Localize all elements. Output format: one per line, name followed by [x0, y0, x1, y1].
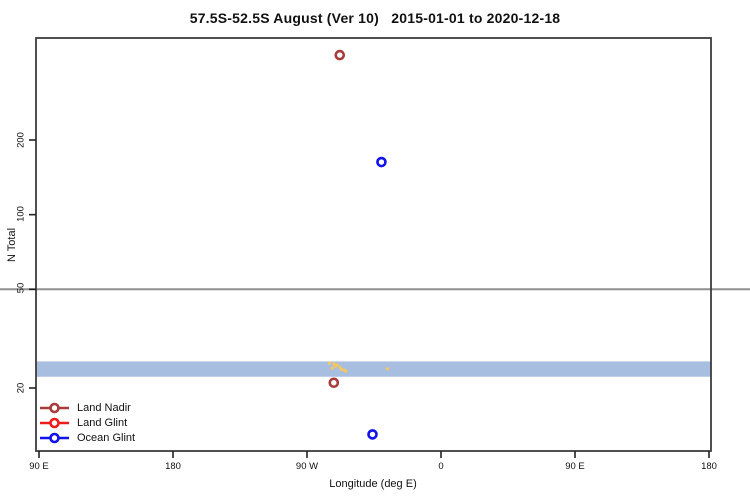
y-tick-label-100: 100	[15, 206, 27, 222]
plot-title: 57.5S-52.5S August (Ver 10) 2015-01-01 t…	[189, 10, 561, 26]
x-tick-label-90w: 90 W	[295, 461, 319, 472]
orange-mark	[327, 361, 331, 365]
x-tick-label-90e-left: 90 E	[29, 461, 49, 472]
legend-label-land-glint: Land Glint	[77, 417, 128, 429]
legend-marker-0	[49, 402, 60, 414]
legend-label-land-nadir: Land Nadir	[77, 402, 131, 414]
data-point-land-nadir	[334, 49, 346, 61]
orange-mark	[332, 362, 336, 366]
orange-mark	[330, 366, 334, 370]
x-tick-label-90e-right: 90 E	[565, 461, 585, 472]
data-point-land-nadir	[328, 377, 340, 389]
x-axis-title: Longitude (deg E)	[329, 478, 417, 490]
legend-marker-1	[49, 417, 60, 429]
y-tick-label-50: 50	[15, 282, 27, 294]
plot-frame	[35, 37, 712, 452]
orange-mark	[385, 367, 389, 371]
orange-mark	[339, 367, 343, 371]
data-point-ocean-glint	[376, 156, 387, 168]
highlight-band	[36, 361, 711, 377]
y-tick-label-20: 20	[15, 382, 27, 394]
x-tick-label-180-right: 180	[701, 461, 717, 472]
x-tick-label-180-left: 180	[165, 461, 181, 472]
orange-mark	[335, 363, 339, 367]
y-axis-title: N Total	[6, 227, 18, 263]
x-tick-label-0: 0	[438, 461, 444, 472]
orange-mark	[344, 369, 348, 373]
y-tick-label-200: 200	[15, 132, 27, 148]
legend-label-ocean-glint: Ocean Glint	[77, 432, 136, 444]
data-point-ocean-glint	[367, 429, 378, 440]
orange-mark	[338, 365, 342, 369]
legend-marker-2	[49, 432, 60, 444]
